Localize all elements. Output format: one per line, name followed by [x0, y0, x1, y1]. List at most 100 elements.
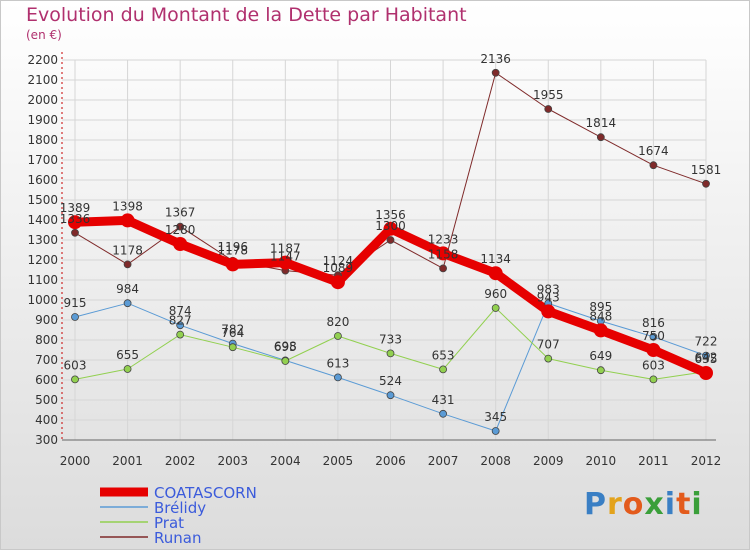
x-tick-label: 2007 — [428, 454, 459, 468]
x-tick-label: 2005 — [323, 454, 354, 468]
data-label-runan: 1158 — [428, 247, 459, 261]
data-point-coatascorn — [488, 266, 503, 281]
x-tick-label: 2012 — [691, 454, 722, 468]
logo-letter: P — [584, 487, 607, 522]
y-tick-label: 1800 — [27, 133, 58, 147]
data-point-runan — [491, 68, 500, 77]
data-point-prat — [439, 365, 447, 374]
logo-letter: i — [691, 487, 703, 522]
data-label-brlidy: 915 — [64, 296, 87, 310]
data-label-runan: 1955 — [533, 88, 564, 102]
data-point-brlidy — [176, 321, 185, 330]
data-label-coatascorn: 1280 — [165, 223, 196, 237]
data-point-brlidy — [71, 313, 79, 321]
data-label-brlidy: 816 — [642, 316, 665, 330]
y-tick-label: 700 — [35, 353, 58, 367]
y-tick-label: 1400 — [27, 213, 58, 227]
y-tick-label: 2200 — [27, 53, 58, 67]
data-label-runan: 1581 — [691, 163, 722, 177]
data-point-prat — [71, 375, 79, 384]
data-point-prat — [491, 304, 500, 312]
data-label-runan: 2136 — [480, 52, 511, 66]
legend-label-brlidy: Brélidy — [154, 499, 206, 517]
data-point-coatascorn — [699, 366, 713, 380]
x-tick-label: 2001 — [112, 454, 143, 468]
data-label-coatascorn: 1233 — [428, 232, 459, 246]
data-label-prat: 603 — [64, 358, 87, 372]
data-point-prat — [281, 357, 290, 365]
data-label-brlidy: 984 — [116, 282, 139, 296]
data-label-runan: 1300 — [375, 219, 406, 233]
x-tick-label: 2011 — [638, 454, 669, 468]
y-tick-label: 1500 — [27, 193, 58, 207]
logo-letter: x — [644, 487, 665, 522]
data-point-runan — [649, 161, 658, 170]
x-tick-label: 2002 — [165, 454, 196, 468]
data-point-coatascorn — [173, 237, 188, 251]
logo-letter: r — [607, 487, 623, 522]
y-tick-label: 1100 — [27, 273, 58, 287]
data-label-runan: 1124 — [323, 254, 354, 268]
data-label-prat: 707 — [537, 338, 560, 352]
data-point-brlidy — [439, 409, 447, 418]
x-tick-label: 2003 — [217, 454, 248, 468]
data-label-prat: 695 — [274, 340, 297, 354]
data-label-runan: 1196 — [217, 240, 248, 254]
data-label-runan: 1336 — [60, 212, 91, 226]
data-label-brlidy: 431 — [432, 393, 455, 407]
data-point-runan — [176, 222, 185, 231]
data-point-coatascorn — [646, 343, 661, 357]
logo-letter: o — [622, 487, 645, 522]
data-point-prat — [334, 332, 342, 340]
data-label-prat: 960 — [484, 287, 507, 301]
data-point-coatascorn — [278, 255, 293, 270]
y-tick-label: 1200 — [27, 253, 58, 267]
x-tick-label: 2008 — [480, 454, 511, 468]
data-label-runan: 1178 — [112, 243, 143, 257]
data-label-brlidy: 895 — [589, 300, 612, 314]
data-point-coatascorn — [593, 323, 608, 338]
y-tick-label: 2100 — [27, 73, 58, 87]
data-label-brlidy: 782 — [221, 323, 244, 337]
proxiti-logo: Proxiti — [584, 487, 703, 522]
y-tick-label: 300 — [35, 433, 58, 447]
y-tick-label: 2000 — [27, 93, 58, 107]
data-point-coatascorn — [383, 221, 398, 236]
data-label-prat: 603 — [642, 358, 665, 372]
data-point-brlidy — [123, 299, 132, 308]
data-label-prat: 653 — [432, 348, 455, 362]
data-label-brlidy: 613 — [326, 356, 349, 370]
y-tick-label: 1700 — [27, 153, 58, 167]
data-label-brlidy: 874 — [169, 304, 192, 318]
data-point-runan — [544, 105, 553, 113]
data-point-runan — [386, 236, 395, 244]
legend-label-runan: Runan — [154, 529, 201, 547]
data-point-brlidy — [491, 427, 500, 435]
data-label-coatascorn: 1134 — [480, 252, 511, 266]
x-tick-label: 2010 — [586, 454, 617, 468]
y-tick-label: 800 — [35, 333, 58, 347]
data-label-coatascorn: 635 — [695, 352, 718, 366]
x-tick-label: 2009 — [533, 454, 564, 468]
y-tick-label: 500 — [35, 393, 58, 407]
data-label-runan: 1367 — [165, 206, 196, 220]
y-tick-label: 1900 — [27, 113, 58, 127]
data-point-coatascorn — [68, 215, 82, 230]
data-label-coatascorn: 1356 — [375, 208, 406, 222]
y-tick-label: 1300 — [27, 233, 58, 247]
data-label-coatascorn: 1187 — [270, 242, 301, 256]
data-label-brlidy: 983 — [537, 282, 560, 296]
data-point-runan — [123, 260, 132, 269]
data-point-runan — [71, 228, 79, 237]
logo-letter: t — [676, 487, 692, 522]
data-label-prat: 764 — [221, 326, 244, 340]
legend-label-coatascorn: COATASCORN — [154, 484, 257, 502]
y-tick-label: 1000 — [27, 293, 58, 307]
data-point-prat — [123, 365, 132, 373]
data-label-brlidy: 722 — [695, 335, 718, 349]
data-point-prat — [386, 349, 395, 358]
data-label-runan: 1814 — [586, 116, 617, 130]
data-point-prat — [176, 330, 185, 339]
